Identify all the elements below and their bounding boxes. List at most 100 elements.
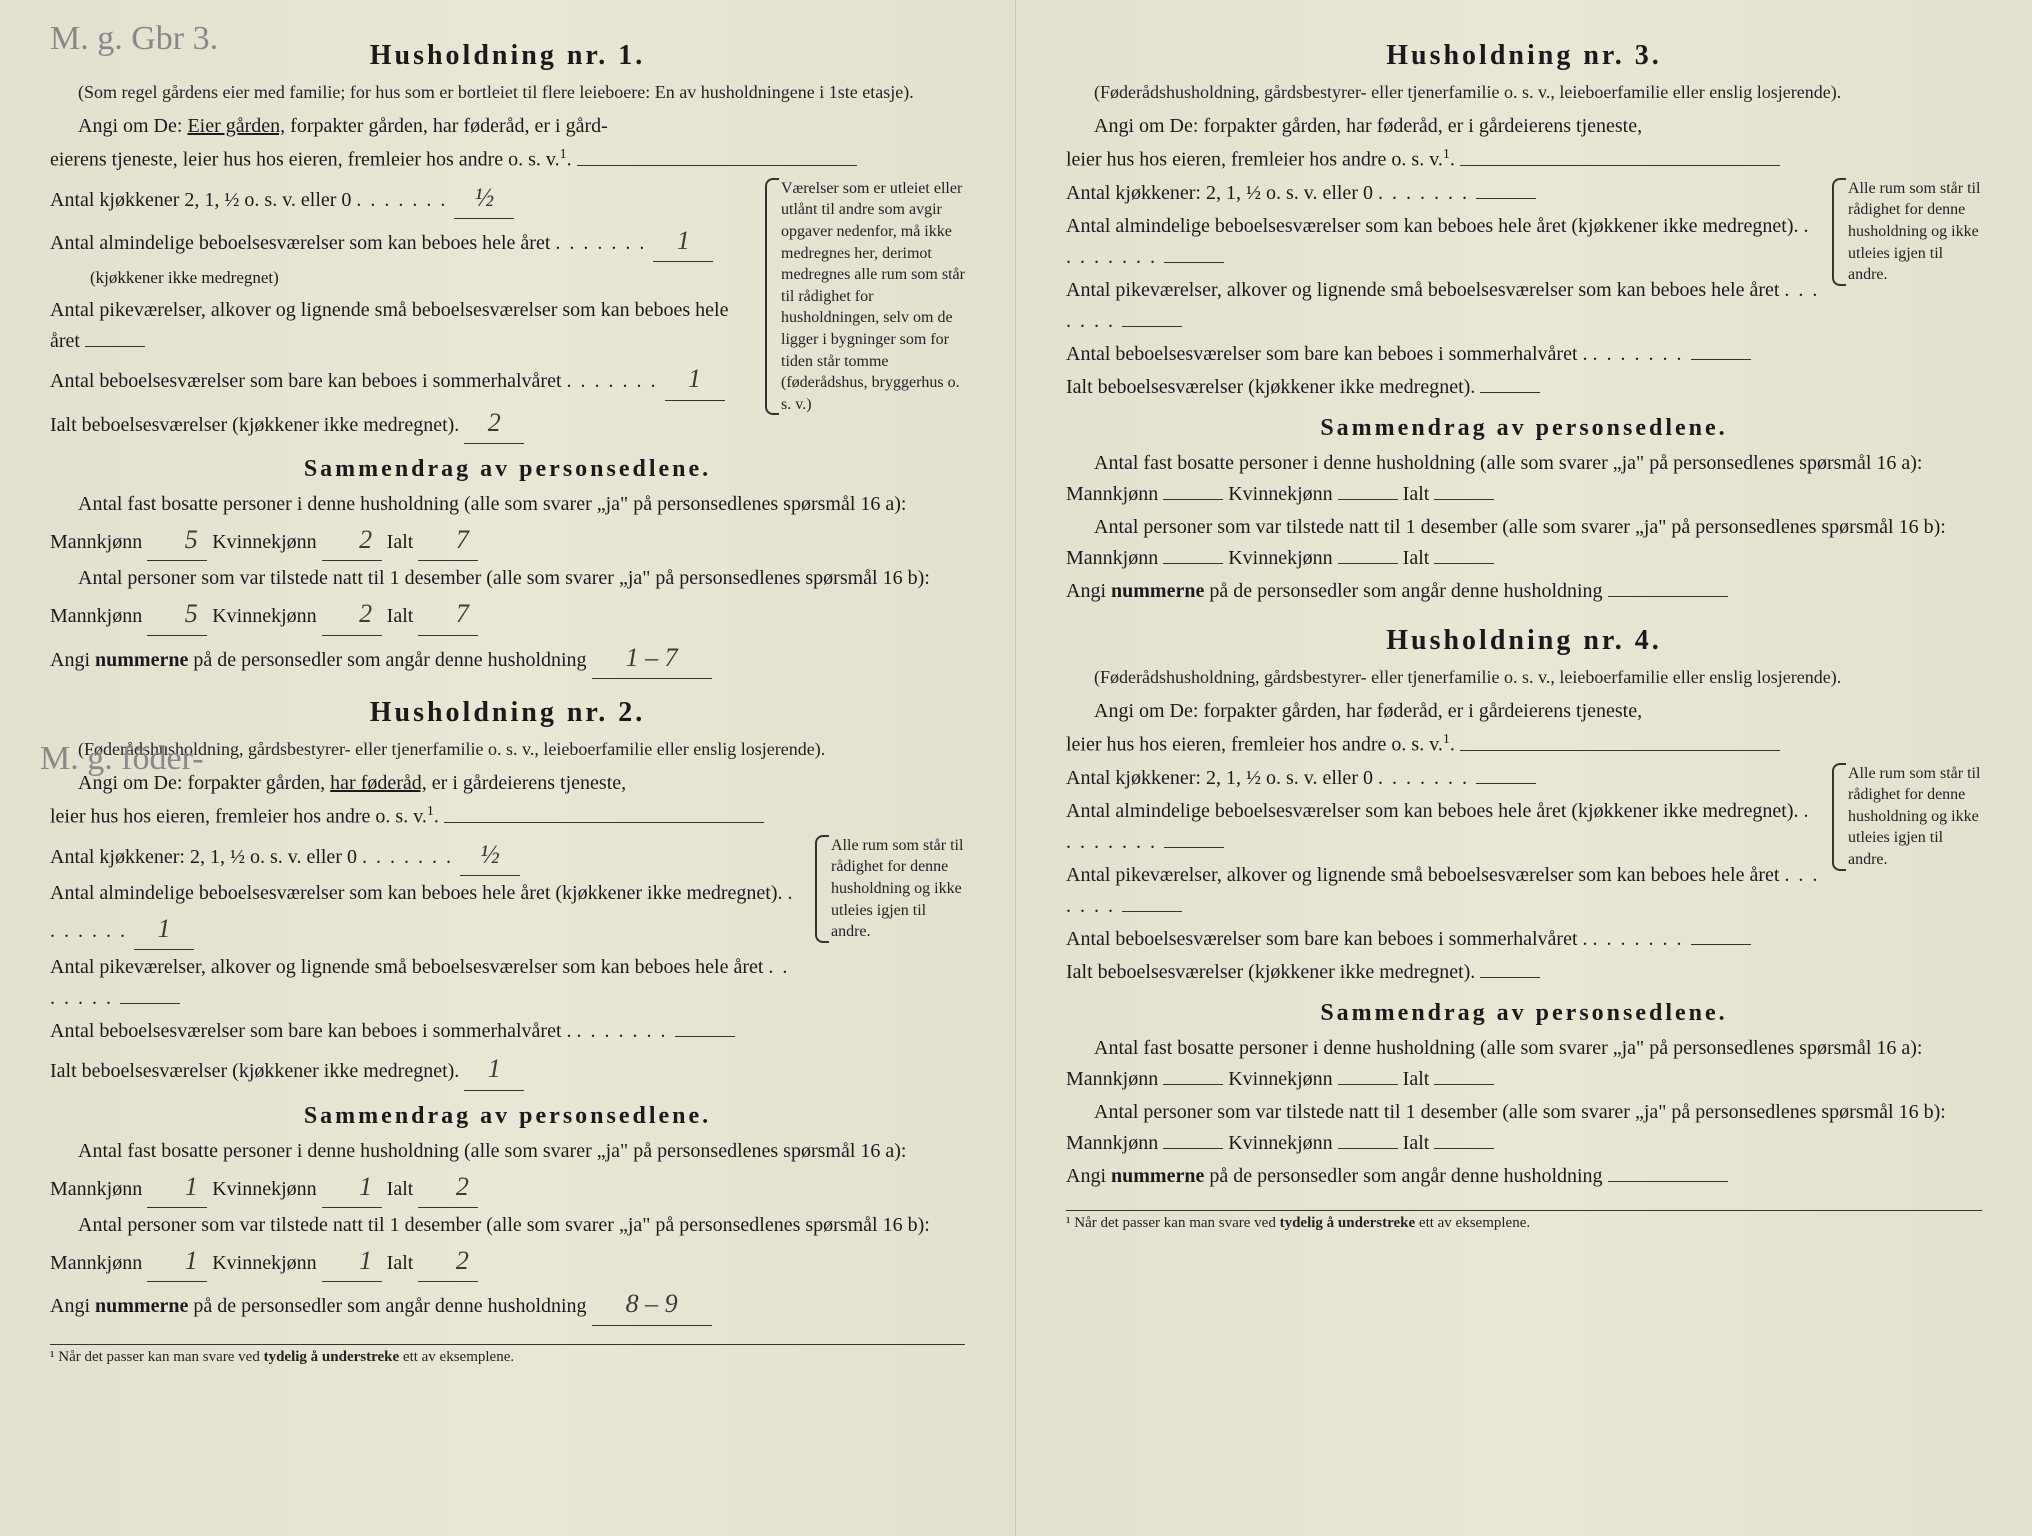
rooms-value: 1 [653, 221, 713, 262]
household-4-subtitle: (Føderådshusholdning, gårdsbestyrer- ell… [1066, 665, 1982, 690]
pike-value-2 [120, 1003, 180, 1004]
mann-label-3: Mannkjønn [1066, 483, 1158, 505]
kitchens-value: ½ [454, 178, 514, 219]
household-3-angi2: leier hus hos eieren, fremleier hos andr… [1066, 144, 1982, 176]
pike-label: Antal pikeværelser, alkover og lignende … [50, 299, 728, 352]
household-4: Husholdning nr. 4. (Føderådshusholdning,… [1066, 625, 1982, 1192]
kitchens-row-3: Antal kjøkkener: 2, 1, ½ o. s. v. eller … [1066, 178, 1820, 209]
kitchens-row-4: Antal kjøkkener: 2, 1, ½ o. s. v. eller … [1066, 763, 1820, 794]
angi-num-label: Angi [50, 649, 90, 671]
kvinne-label-2: Kvinnekjønn [212, 1178, 316, 1200]
ialt-a: 7 [418, 520, 478, 561]
sum-16a-3: Antal fast bosatte personer i denne hush… [1066, 448, 1982, 510]
sum-16b-4: Antal personer som var tilstede natt til… [1066, 1097, 1982, 1159]
household-1-angi: Angi om De: Eier gården, forpakter gårde… [50, 111, 965, 142]
kitchens-label-2: Antal kjøkkener: 2, 1, ½ o. s. v. eller … [50, 846, 357, 868]
angi-underlined-2: har føderåd, [330, 772, 427, 794]
angi-num-rest-4: på de personsedler som angår denne husho… [1209, 1165, 1602, 1187]
sum16b-prefix-4: Antal personer som var tilstede natt til… [1094, 1101, 1946, 1123]
angi-num-row-4: Angi nummerne på de personsedler som ang… [1066, 1161, 1982, 1192]
kitchens-label: Antal kjøkkener 2, 1, ½ o. s. v. eller 0 [50, 189, 351, 211]
sum16a-prefix-4: Antal fast bosatte personer i denne hush… [1094, 1037, 1923, 1059]
household-3-sidebar: Alle rum som står til rådighet for denne… [1832, 178, 1982, 286]
household-3-body: Antal kjøkkener: 2, 1, ½ o. s. v. eller … [1066, 178, 1982, 405]
household-2-title: Husholdning nr. 2. [50, 697, 965, 729]
footnote-left: ¹ Når det passer kan man svare ved tydel… [50, 1344, 965, 1366]
pike-label-4: Antal pikeværelser, alkover og lignende … [1066, 864, 1779, 886]
angi-line2: eierens tjeneste, leier hus hos eieren, … [50, 149, 560, 171]
angi-num-value: 1 – 7 [592, 638, 712, 679]
rooms-value-4 [1164, 847, 1224, 848]
kitchens-label-4: Antal kjøkkener: 2, 1, ½ o. s. v. eller … [1066, 767, 1373, 789]
kvinne-label-b: Kvinnekjønn [212, 605, 316, 627]
sum16a-prefix-2: Antal fast bosatte personer i denne hush… [78, 1140, 907, 1162]
mann-b-4 [1163, 1148, 1223, 1149]
total-label-4: Ialt beboelsesværelser (kjøkkener ikke m… [1066, 961, 1475, 983]
angi-num-rest-2: på de personsedler som angår denne husho… [193, 1295, 586, 1317]
total-value-4 [1480, 977, 1540, 978]
sidebar-text-2: Alle rum som står til rådighet for denne… [831, 837, 963, 940]
angi-line2-3: leier hus hos eieren, fremleier hos andr… [1066, 149, 1443, 171]
kitchens-row-2: Antal kjøkkener: 2, 1, ½ o. s. v. eller … [50, 835, 803, 876]
mann-b: 5 [147, 594, 207, 635]
kvinne-a-2: 1 [322, 1167, 382, 1208]
angi-num-row: Angi nummerne på de personsedler som ang… [50, 638, 965, 679]
sidebar-text-4: Alle rum som står til rådighet for denne… [1848, 765, 1980, 868]
angi-rest-3: forpakter gården, har føderåd, er i gård… [1203, 115, 1642, 137]
kvinne-b-4 [1338, 1148, 1398, 1149]
total-value-3 [1480, 392, 1540, 393]
mann-label: Mannkjønn [50, 531, 142, 553]
household-2-angi2: leier hus hos eieren, fremleier hos andr… [50, 801, 965, 833]
household-2-sum-title: Sammendrag av personsedlene. [50, 1103, 965, 1130]
sum-16b: Antal personer som var tilstede natt til… [50, 563, 965, 635]
rooms-row: Antal almindelige beboelsesværelser som … [50, 221, 753, 293]
pike-row-3: Antal pikeværelser, alkover og lignende … [1066, 275, 1820, 337]
sum16b-prefix-3: Antal personer som var tilstede natt til… [1094, 516, 1946, 538]
sum-16a: Antal fast bosatte personer i denne hush… [50, 489, 965, 561]
angi-num-bold-4: nummerne [1111, 1165, 1204, 1187]
angi-num-value-3 [1608, 596, 1728, 597]
footnote-bold: tydelig å understreke [264, 1349, 400, 1365]
sum-16a-2: Antal fast bosatte personer i denne hush… [50, 1136, 965, 1208]
angi-num-row-3: Angi nummerne på de personsedler som ang… [1066, 576, 1982, 607]
ialt-label-4b: Ialt [1403, 1132, 1430, 1154]
kvinne-b-3 [1338, 563, 1398, 564]
rooms-label: Antal almindelige beboelsesværelser som … [50, 232, 550, 254]
kvinne-label-2b: Kvinnekjønn [212, 1252, 316, 1274]
summer-row-3: Antal beboelsesværelser som bare kan beb… [1066, 339, 1820, 370]
angi-num-rest: på de personsedler som angår denne husho… [193, 649, 586, 671]
angi-prefix: Angi om De: [78, 115, 182, 137]
total-row-2: Ialt beboelsesværelser (kjøkkener ikke m… [50, 1049, 803, 1090]
ialt-label-4: Ialt [1403, 1068, 1430, 1090]
pike-row: Antal pikeværelser, alkover og lignende … [50, 295, 753, 357]
summer-row: Antal beboelsesværelser som bare kan beb… [50, 359, 753, 400]
sum-16b-3: Antal personer som var tilstede natt til… [1066, 512, 1982, 574]
sum16b-prefix: Antal personer som var tilstede natt til… [78, 567, 930, 589]
footnote-rest-r: ett av eksemplene. [1419, 1215, 1530, 1231]
summer-label-3: Antal beboelsesværelser som bare kan beb… [1066, 343, 1588, 365]
household-3-subtitle: (Føderådshusholdning, gårdsbestyrer- ell… [1066, 80, 1982, 105]
angi-rest2-2: er i gårdeierens tjeneste, [432, 772, 626, 794]
household-3-angi: Angi om De: forpakter gården, har føderå… [1066, 111, 1982, 142]
total-label: Ialt beboelsesværelser (kjøkkener ikke m… [50, 414, 459, 436]
household-4-angi: Angi om De: forpakter gården, har føderå… [1066, 696, 1982, 727]
angi-rest: forpakter gården, har føderåd, er i gård… [290, 115, 608, 137]
kvinne-label-4: Kvinnekjønn [1228, 1068, 1332, 1090]
household-2-sidebar: Alle rum som står til rådighet for denne… [815, 835, 965, 943]
rooms-value-3 [1164, 262, 1224, 263]
right-page: Husholdning nr. 3. (Føderådshusholdning,… [1016, 0, 2032, 1536]
ialt-b: 7 [418, 594, 478, 635]
rooms-label-2: Antal almindelige beboelsesværelser som … [50, 882, 783, 904]
household-4-body: Antal kjøkkener: 2, 1, ½ o. s. v. eller … [1066, 763, 1982, 990]
angi-num-bold: nummerne [95, 649, 188, 671]
kvinne-a-3 [1338, 499, 1398, 500]
kitchens-label-3: Antal kjøkkener: 2, 1, ½ o. s. v. eller … [1066, 182, 1373, 204]
summer-row-2: Antal beboelsesværelser som bare kan beb… [50, 1016, 803, 1047]
mann-label-4b: Mannkjønn [1066, 1132, 1158, 1154]
mann-label-2: Mannkjønn [50, 1178, 142, 1200]
household-4-sum-title: Sammendrag av personsedlene. [1066, 1000, 1982, 1027]
pencil-note-mid: M. g. föder- [40, 740, 204, 778]
angi-num-label-3: Angi [1066, 580, 1106, 602]
angi-num-rest-3: på de personsedler som angår denne husho… [1209, 580, 1602, 602]
total-label-2: Ialt beboelsesværelser (kjøkkener ikke m… [50, 1060, 459, 1082]
